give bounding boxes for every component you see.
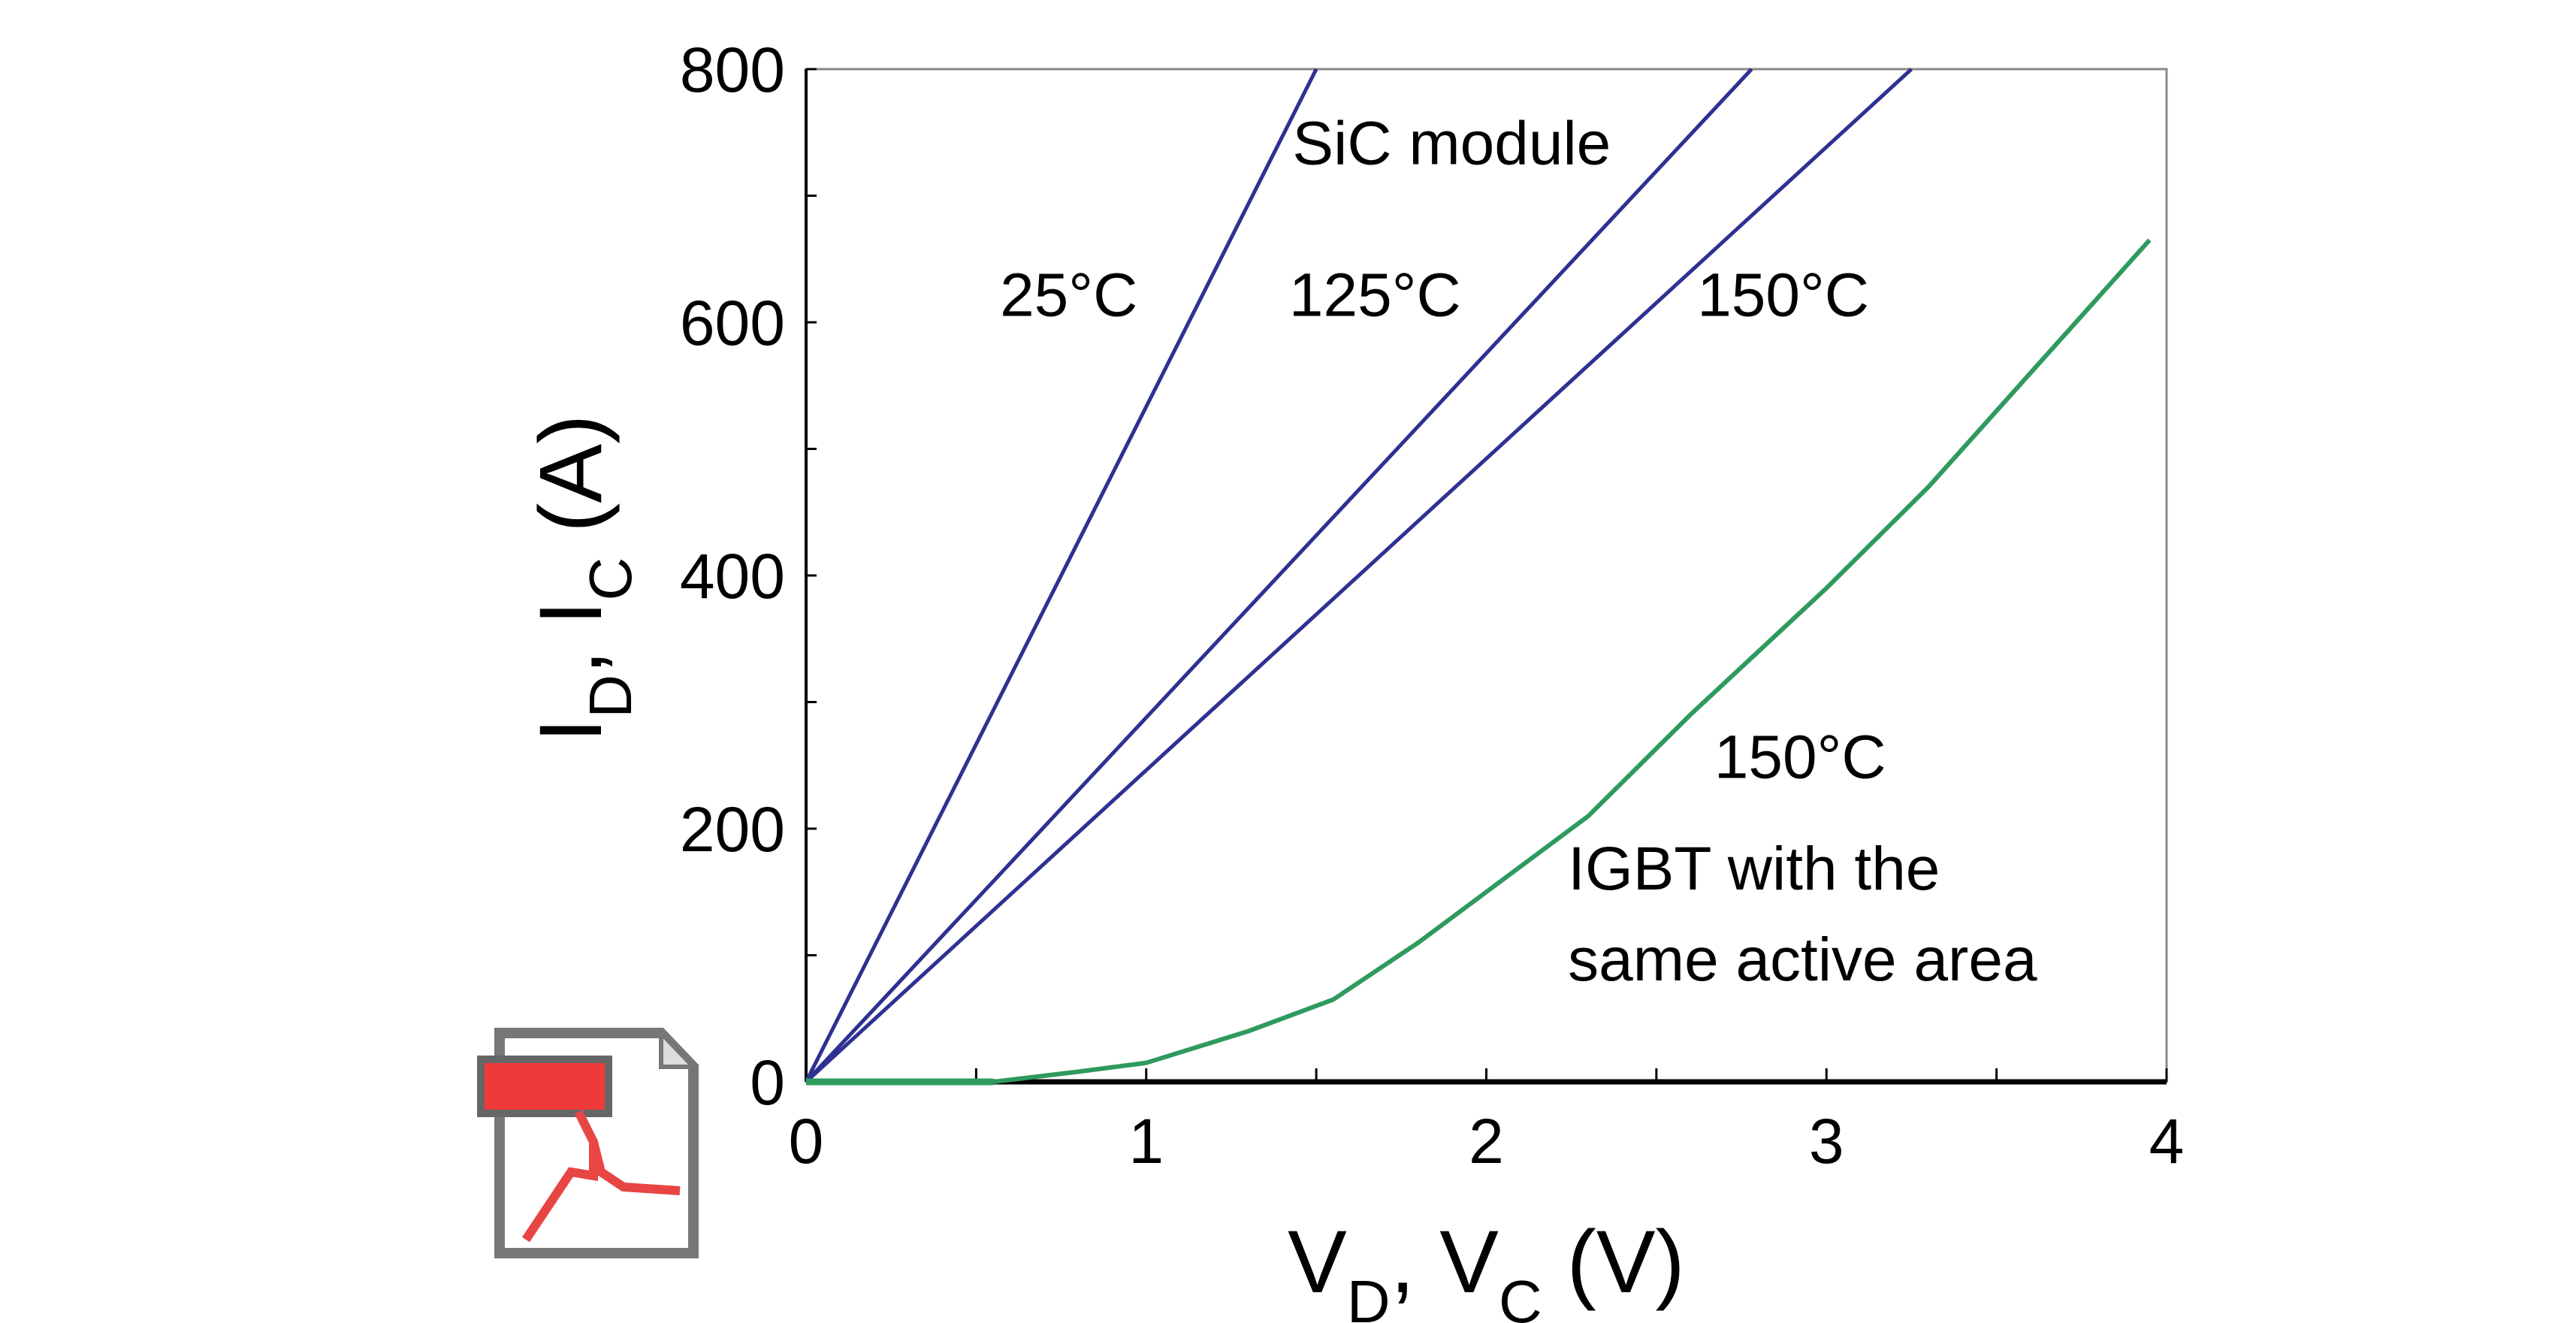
- annotation-label: IGBT with the: [1568, 835, 1940, 903]
- y-tick-label: 0: [750, 1047, 785, 1118]
- pdf-file-icon: [477, 1027, 699, 1258]
- series-line-2: [805, 68, 1753, 1083]
- annotation-label: 150°C: [1697, 261, 1869, 330]
- x-tick-label: 0: [789, 1106, 824, 1177]
- x-axis-title: VD, VC (V): [1288, 1213, 1685, 1323]
- x-tick-label: 1: [1128, 1106, 1164, 1177]
- annotation-label: 25°C: [1000, 261, 1137, 330]
- series-line-3: [805, 68, 1913, 1083]
- y-axis-title-sep: , I: [521, 600, 621, 674]
- x-tick-label: 2: [1469, 1106, 1504, 1177]
- y-axis-title-sub2: C: [577, 557, 644, 601]
- y-axis-title: ID, IC (A): [521, 415, 644, 743]
- series-line-1: [804, 68, 1318, 1083]
- x-tick-label: 3: [1809, 1106, 1844, 1177]
- x-axis-title-sub1: D: [1347, 1268, 1391, 1323]
- y-axis-title-unit: (A): [521, 415, 621, 557]
- y-tick-label: 200: [680, 794, 785, 865]
- x-axis-title-main: V: [1288, 1213, 1347, 1312]
- x-tick-label: 4: [2149, 1106, 2185, 1177]
- x-axis-title-sub2: C: [1499, 1268, 1542, 1323]
- x-axis-title-unit: (V): [1542, 1213, 1685, 1312]
- series-line-4: [806, 238, 2152, 1084]
- y-tick-label: 800: [680, 35, 785, 105]
- y-tick-label: 600: [680, 288, 785, 358]
- y-axis-title-main: I: [521, 718, 621, 743]
- y-tick-label: 400: [680, 541, 785, 612]
- x-axis-title-sep: , V: [1391, 1213, 1499, 1312]
- y-axis-title-sub1: D: [577, 675, 644, 718]
- annotation-label: same active area: [1568, 926, 2037, 994]
- annotation-label: SiC module: [1292, 109, 1611, 177]
- annotation-label: 150°C: [1714, 723, 1886, 792]
- annotation-label: 125°C: [1289, 261, 1461, 330]
